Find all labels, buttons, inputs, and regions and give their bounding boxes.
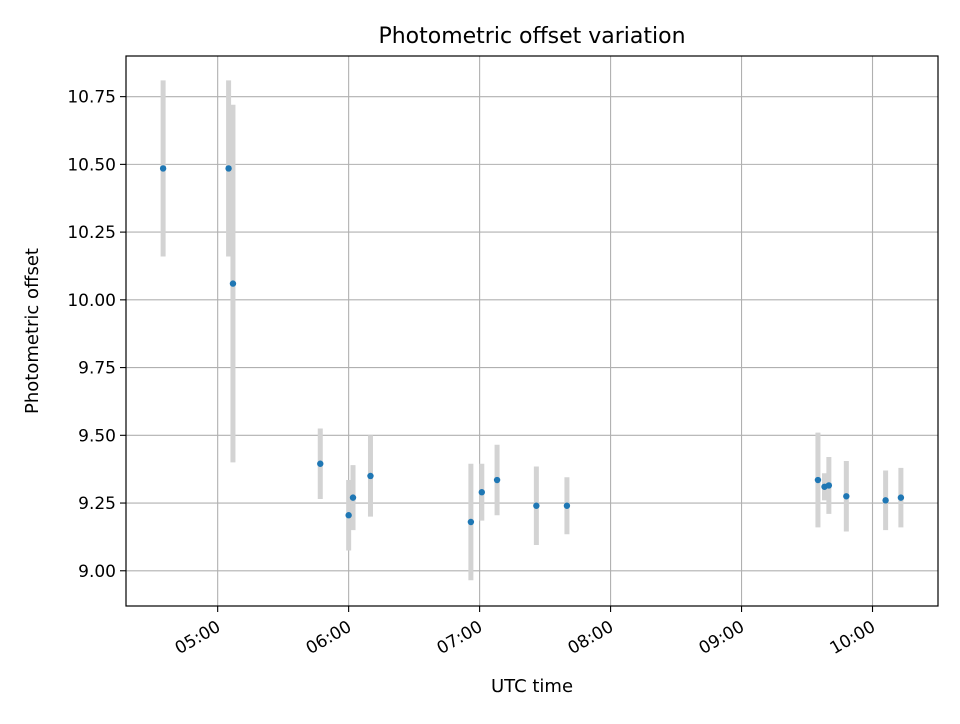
x-axis-label: UTC time	[491, 676, 573, 697]
data-point	[349, 494, 357, 501]
y-tick-label: 10.75	[67, 88, 116, 108]
y-tick-label: 9.50	[78, 426, 116, 446]
y-tick-label: 10.25	[67, 223, 116, 243]
data-point	[493, 476, 501, 484]
y-tick-label: 9.75	[78, 359, 116, 379]
y-tick-label: 9.00	[78, 562, 116, 582]
data-point	[882, 497, 889, 504]
chart-title: Photometric offset variation	[378, 24, 685, 49]
data-point	[345, 512, 352, 519]
axes-frame	[125, 55, 939, 607]
data-point	[159, 165, 167, 172]
grid	[126, 56, 938, 606]
data-point	[897, 494, 905, 501]
data-point	[563, 502, 571, 509]
data-point	[225, 165, 232, 172]
data-point	[533, 502, 540, 509]
data-points	[159, 165, 905, 526]
data-point	[229, 280, 237, 287]
data-point	[317, 460, 324, 467]
data-point	[367, 472, 374, 480]
y-tick-label: 10.50	[67, 155, 116, 175]
data-point	[814, 476, 822, 484]
y-tick-label: 10.00	[67, 291, 116, 311]
data-point	[467, 518, 475, 526]
y-axis-label: Photometric offset	[22, 248, 43, 414]
y-tick-label: 9.25	[78, 494, 116, 514]
data-point	[825, 482, 833, 489]
data-point	[843, 493, 850, 500]
data-point	[478, 489, 485, 496]
